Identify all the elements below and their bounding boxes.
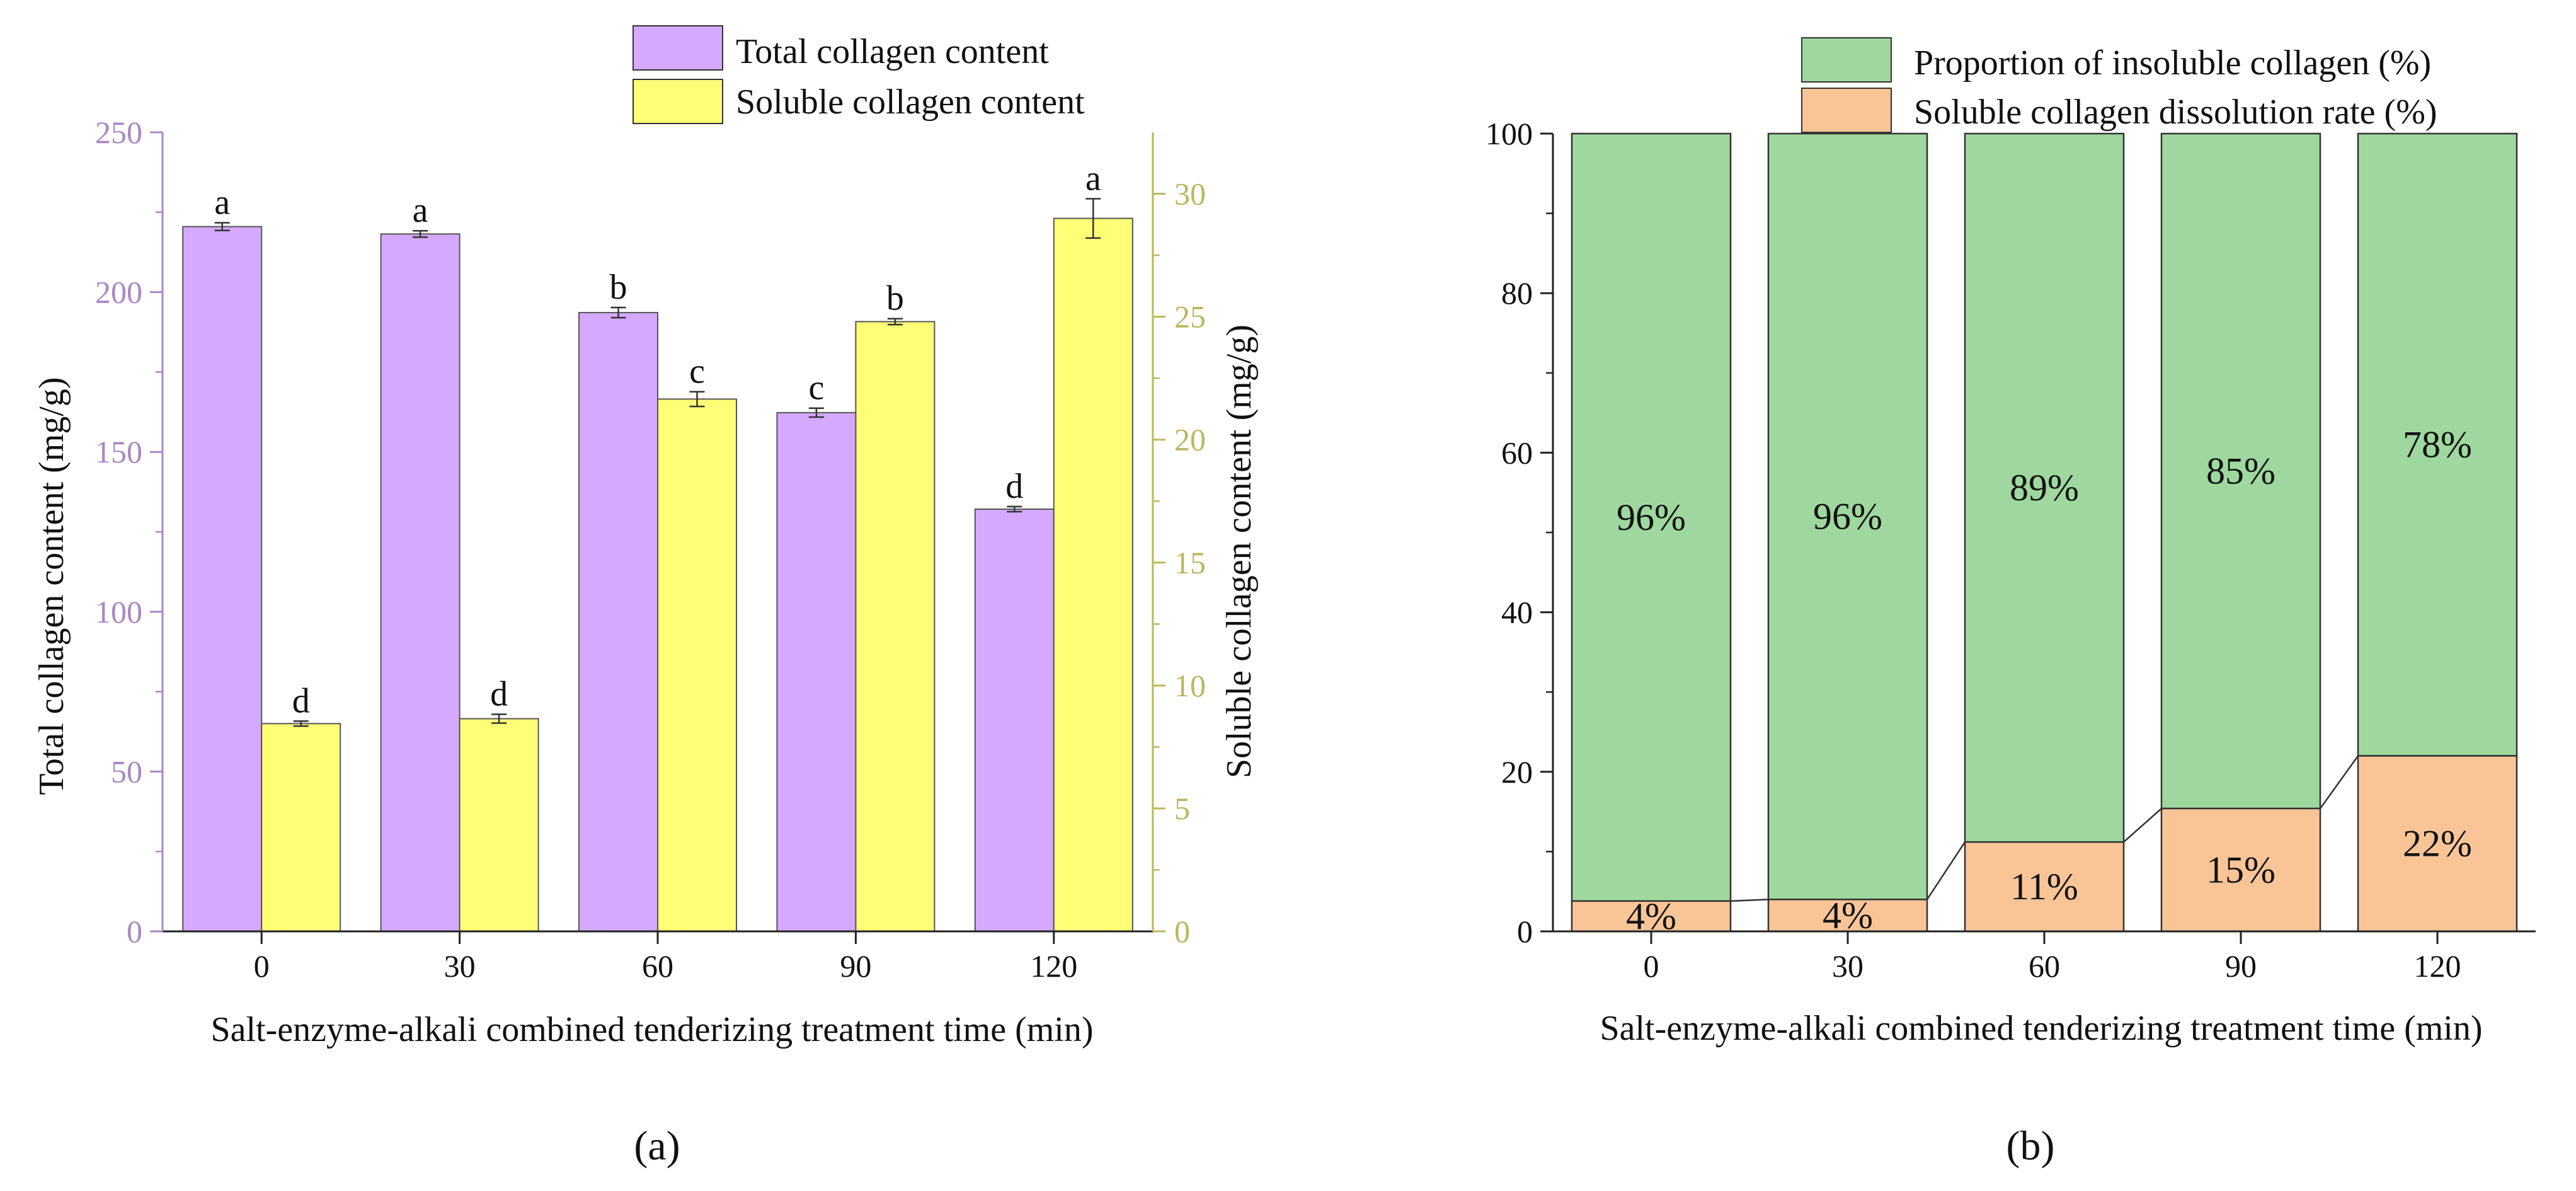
significance-label-soluble: d [490, 674, 508, 713]
x-tick-label: 0 [254, 948, 270, 984]
data-label-insoluble: 78% [2403, 424, 2472, 466]
panel-a-xlabel: Salt-enzyme-alkali combined tenderizing … [210, 1010, 1093, 1049]
bar-insoluble-collagen [2357, 132, 2518, 757]
panel-b-chart: 96%4%96%4%89%11%85%15%78%22% 0 30 60 90 1200… [1485, 37, 2536, 1169]
legend-label-total-collagen: Total collagen content [736, 32, 1049, 71]
bar-soluble-collagen [855, 321, 936, 932]
panel-b-caption: (b) [2006, 1123, 2055, 1169]
x-tick-label: 90 [2225, 948, 2257, 984]
x-tick-label: 60 [2029, 948, 2060, 984]
bar-dissolution-rate [1571, 900, 1732, 933]
legend-label-dissolution-rate: Soluble collagen dissolution rate (%) [1914, 93, 2437, 132]
y-tick-label-right: 5 [1174, 791, 1190, 826]
stack-connector-line [1730, 899, 1769, 902]
data-label-insoluble: 85% [2206, 451, 2275, 492]
significance-label-total: a [413, 191, 428, 230]
stack-connector-line [1926, 841, 1966, 900]
panel-b-xlabel: Salt-enzyme-alkali combined tenderizing … [1600, 1009, 2482, 1048]
panel-b-axes: 0 30 60 90 120 0 20 40 60 80 100 [1485, 116, 2536, 984]
panel-a-caption: (a) [634, 1123, 680, 1169]
panel-a-axes: 0 30 60 90 120 0 50 100 150 200 250 0 5 10 15 20 25 30 [95, 115, 1206, 984]
x-tick-label: 30 [1832, 948, 1863, 984]
data-label-dissolution: 11% [2010, 866, 2078, 907]
panel-a-bars: a d a d b c c b d a [182, 159, 1133, 933]
bar-insoluble-collagen [1767, 132, 1928, 900]
data-label-insoluble: 89% [2010, 467, 2079, 509]
y-tick-label: 20 [1501, 754, 1533, 790]
legend-swatch-soluble-collagen [633, 79, 723, 124]
bar-total-collagen [182, 226, 263, 932]
panel-a-ylabel-left: Total collagen content (mg/g) [32, 377, 71, 795]
data-label-dissolution: 22% [2403, 823, 2472, 865]
legend-swatch-total-collagen [633, 25, 723, 71]
significance-label-total: a [214, 183, 230, 222]
stack-connector-line [2319, 755, 2359, 809]
bar-dissolution-rate [1767, 899, 1928, 933]
bar-total-collagen [974, 508, 1055, 932]
x-tick-label: 0 [1644, 948, 1659, 984]
bar-total-collagen [380, 233, 461, 933]
significance-label-soluble: b [886, 279, 904, 318]
bar-soluble-collagen [261, 723, 341, 932]
y-tick-label-right: 20 [1174, 422, 1206, 457]
y-tick-label-right: 15 [1174, 545, 1206, 580]
bar-insoluble-collagen [1571, 132, 1732, 902]
x-tick-label: 30 [444, 948, 476, 984]
bar-soluble-collagen [657, 398, 737, 932]
data-label-dissolution: 4% [1626, 895, 1676, 937]
x-tick-label: 60 [642, 948, 673, 984]
y-tick-label-left: 50 [111, 754, 142, 789]
y-tick-label-right: 30 [1174, 176, 1206, 212]
y-tick-label-right: 0 [1174, 914, 1190, 949]
bar-total-collagen [776, 411, 857, 932]
bar-insoluble-collagen [1964, 132, 2125, 843]
y-tick-label-right: 10 [1174, 668, 1206, 703]
panel-b-bars: 96% 4% 96% 4% 89% 11% 85% 15% 78% 22% [1571, 132, 2518, 937]
data-label-insoluble: 96% [1617, 497, 1686, 538]
bar-soluble-collagen [459, 718, 539, 933]
stack-connector-line [2123, 808, 2162, 843]
y-tick-label-left: 250 [95, 115, 142, 150]
bar-dissolution-rate [2160, 807, 2321, 933]
bar-dissolution-rate [1964, 841, 2125, 933]
y-tick-label: 80 [1501, 275, 1533, 311]
significance-label-soluble: c [689, 352, 705, 391]
y-tick-label-right: 25 [1174, 299, 1206, 335]
bar-insoluble-collagen [2160, 132, 2321, 810]
legend-label-insoluble-collagen: Proportion of insoluble collagen (%) [1914, 43, 2431, 83]
y-tick-label: 40 [1501, 595, 1533, 630]
y-tick-label: 60 [1501, 435, 1533, 470]
panel-b-legend: Proportion of insoluble collagen (%) Sol… [1801, 37, 2437, 133]
data-label-dissolution: 15% [2206, 849, 2275, 891]
x-tick-label: 120 [2414, 948, 2461, 984]
bar-dissolution-rate [2357, 755, 2518, 933]
significance-label-total: b [610, 268, 627, 307]
significance-label-total: d [1005, 467, 1023, 506]
data-label-insoluble: 96% [1813, 496, 1882, 538]
y-tick-label-left: 100 [95, 594, 142, 630]
significance-label-soluble: a [1085, 159, 1101, 198]
y-tick-label: 0 [1517, 914, 1533, 949]
y-tick-label-left: 150 [95, 434, 142, 469]
significance-label-soluble: d [292, 681, 310, 720]
significance-label-total: c [808, 369, 824, 408]
panel-a-legend: Total collagen content Soluble collagen … [633, 25, 1085, 124]
legend-label-soluble-collagen: Soluble collagen content [736, 83, 1085, 122]
y-tick-label: 100 [1485, 116, 1533, 151]
legend-swatch-dissolution-rate [1801, 88, 1892, 133]
x-tick-label: 120 [1030, 948, 1077, 984]
panel-a-chart: a d a d b c c b d a 0 30 60 90 120 0 50 100 150 200 250 0 5 10… [32, 25, 1259, 1169]
data-label-dissolution: 4% [1823, 895, 1873, 936]
x-tick-label: 90 [840, 948, 871, 984]
bar-total-collagen [578, 312, 658, 932]
y-tick-label-left: 200 [95, 275, 142, 310]
panel-a-ylabel-right: Soluble collagen content (mg/g) [1220, 325, 1259, 778]
bar-soluble-collagen [1053, 217, 1133, 932]
legend-swatch-insoluble-collagen [1801, 37, 1892, 83]
y-tick-label-left: 0 [127, 914, 142, 949]
